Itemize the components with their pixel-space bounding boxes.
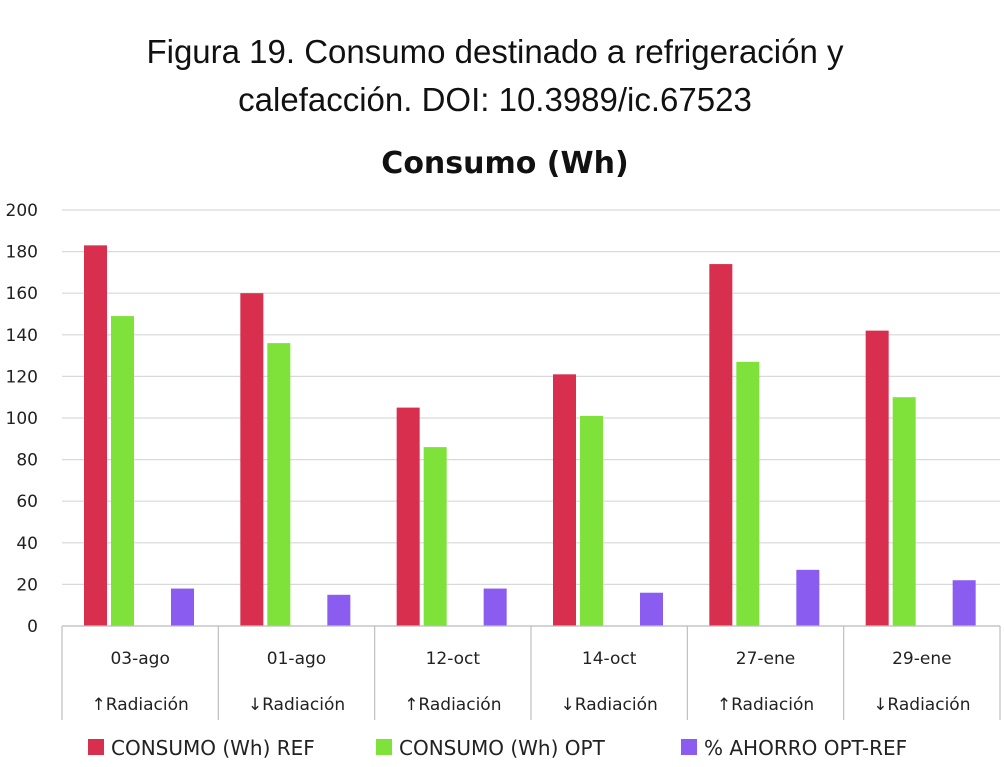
x-subcategory-label: ↓Radiación — [561, 695, 658, 715]
x-axis: 03-ago ↑Radiación 01-ago ↓Radiación 12-oct ↑R… — [61, 625, 1001, 720]
x-category-label: 12-oct — [426, 649, 481, 669]
y-tick-label: 20 — [16, 575, 38, 595]
legend-swatch — [376, 739, 392, 755]
y-tick-label: 200 — [6, 201, 38, 221]
y-tick-label: 120 — [6, 367, 38, 387]
legend: CONSUMO (Wh) REF CONSUMO (Wh) OPT % AHORRO… — [88, 736, 907, 760]
bar-3-27-ene — [796, 569, 820, 626]
y-tick-label: 180 — [6, 243, 38, 263]
x-subcategory-label: ↑Radiación — [717, 695, 814, 715]
y-tick-label: 100 — [6, 409, 38, 429]
legend-label: % AHORRO OPT-REF — [704, 736, 907, 760]
x-category-label: 27-ene — [736, 649, 795, 669]
y-tick-label: 0 — [27, 617, 38, 637]
x-subcategory-label: ↑Radiación — [92, 695, 189, 715]
legend-label: CONSUMO (Wh) OPT — [399, 736, 606, 760]
legend-swatch — [681, 739, 697, 755]
figure-caption: Figura 19. Consumo destinado a refrigera… — [0, 28, 990, 124]
bar-2-03-ago — [111, 316, 134, 626]
legend-swatch — [88, 739, 104, 755]
x-category-label: 03-ago — [110, 649, 169, 669]
x-subcategory-label: ↓Radiación — [873, 695, 970, 715]
chart-title: Consumo (Wh) — [381, 146, 628, 181]
bar-1-12-oct — [396, 407, 420, 626]
bar-1-14-oct — [553, 374, 576, 626]
x-subcategory-label: ↑Radiación — [404, 695, 501, 715]
y-tick-label: 140 — [6, 326, 38, 346]
gridlines — [62, 209, 1000, 627]
bar-2-29-ene — [892, 397, 916, 626]
bar-3-01-ago — [327, 594, 351, 626]
y-axis-ticks: 0 20 40 60 80 100 120 140 160 180 200 — [6, 201, 38, 637]
x-category-label: 29-ene — [892, 649, 951, 669]
y-tick-label: 40 — [16, 534, 38, 554]
bar-2-01-ago — [267, 343, 291, 626]
y-tick-label: 80 — [16, 451, 38, 471]
figure-caption-line-2: calefacción. DOI: 10.3989/ic.67523 — [238, 81, 752, 118]
x-category-label: 14-oct — [582, 649, 637, 669]
figure-caption-line-1: Figura 19. Consumo destinado a refrigera… — [146, 33, 844, 70]
bar-1-29-ene — [865, 330, 889, 626]
bars — [84, 245, 976, 627]
bar-3-29-ene — [952, 580, 976, 626]
bar-2-14-oct — [580, 415, 603, 626]
y-tick-label: 60 — [16, 492, 38, 512]
bar-2-27-ene — [736, 361, 760, 626]
x-subcategory-label: ↓Radiación — [248, 695, 345, 715]
y-tick-label: 160 — [6, 284, 38, 304]
bar-3-12-oct — [483, 588, 507, 626]
legend-label: CONSUMO (Wh) REF — [111, 736, 315, 760]
bar-1-27-ene — [709, 264, 733, 626]
x-category-label: 01-ago — [267, 649, 326, 669]
bar-3-03-ago — [171, 588, 194, 626]
bar-3-14-oct — [640, 592, 663, 626]
bar-2-12-oct — [423, 447, 447, 626]
bar-1-03-ago — [84, 245, 107, 627]
bar-1-01-ago — [240, 293, 264, 626]
